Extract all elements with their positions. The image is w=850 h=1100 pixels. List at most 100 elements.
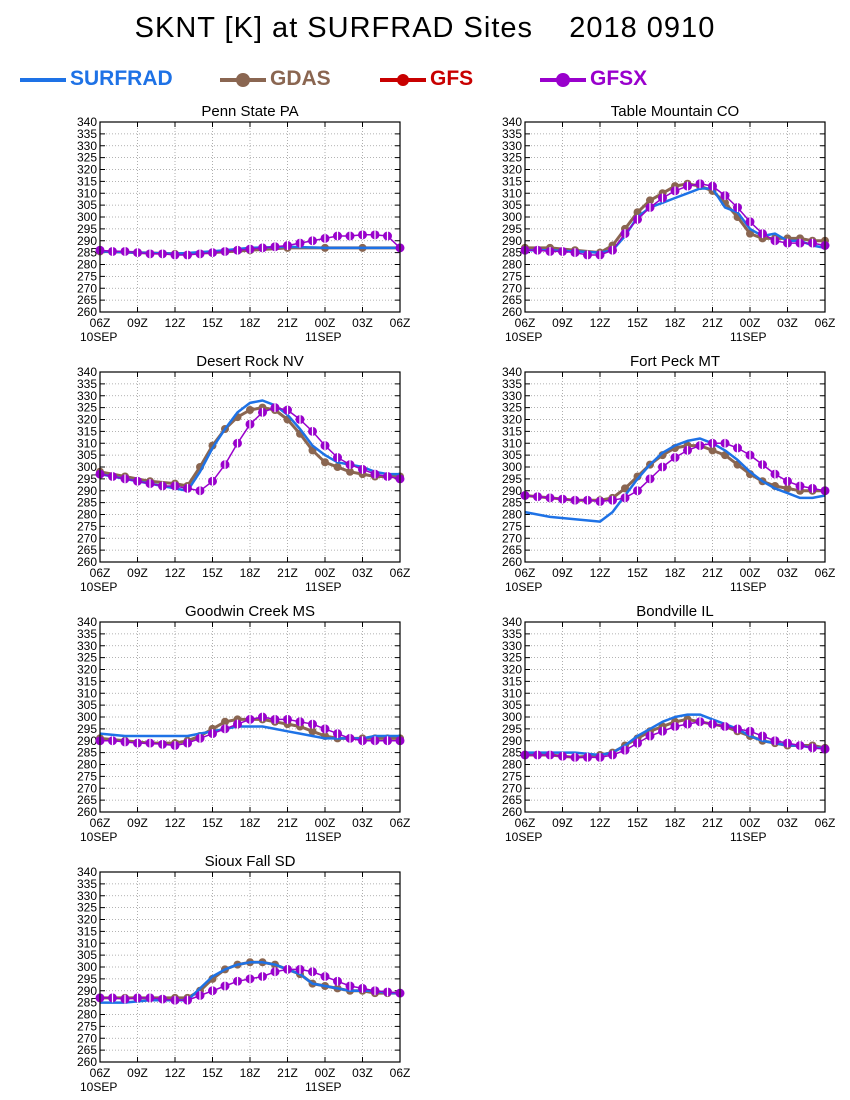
x-date-label: 10SEP	[505, 830, 542, 844]
x-tick-label: 06Z	[390, 316, 411, 330]
y-tick-label: 335	[502, 627, 522, 641]
plot-frame	[524, 621, 826, 813]
x-tick-label: 18Z	[665, 816, 686, 830]
plot-frame	[524, 371, 826, 563]
legend: SURFRAD GDAS GFS GFSX	[0, 66, 850, 94]
x-tick-label: 06Z	[815, 566, 836, 580]
y-tick-label: 285	[502, 746, 522, 760]
x-tick-label: 15Z	[627, 566, 648, 580]
x-tick-label: 06Z	[390, 1066, 411, 1080]
y-tick-label: 315	[77, 674, 97, 688]
y-tick-label: 285	[77, 746, 97, 760]
data-point-gdas	[708, 446, 717, 455]
x-tick-label: 12Z	[165, 316, 186, 330]
y-tick-label: 270	[77, 781, 97, 795]
x-tick-label: 06Z	[515, 316, 536, 330]
x-tick-label: 12Z	[590, 816, 611, 830]
x-date-label: 11SEP	[305, 580, 341, 594]
x-tick-label: 03Z	[777, 316, 798, 330]
x-tick-label: 06Z	[515, 816, 536, 830]
x-tick-label: 00Z	[315, 1066, 336, 1080]
x-tick-label: 12Z	[165, 1066, 186, 1080]
y-tick-label: 290	[77, 234, 97, 248]
y-tick-label: 310	[502, 436, 522, 450]
y-tick-label: 260	[77, 305, 97, 319]
panel-table-mountain-co: 2602652702752802852902953003053103153203…	[502, 103, 835, 344]
y-tick-label: 275	[77, 269, 97, 283]
x-tick-label: 03Z	[352, 316, 373, 330]
x-date-label: 11SEP	[305, 1080, 341, 1094]
data-point-gdas	[646, 196, 654, 205]
x-tick-label: 21Z	[277, 316, 298, 330]
y-tick-label: 340	[77, 865, 97, 879]
y-tick-label: 270	[502, 281, 522, 295]
x-tick-label: 18Z	[240, 566, 261, 580]
x-date-label: 10SEP	[80, 580, 117, 594]
x-tick-label: 06Z	[515, 566, 536, 580]
x-tick-label: 09Z	[127, 566, 148, 580]
x-date-label: 11SEP	[305, 330, 341, 344]
plot-frame	[99, 621, 401, 813]
y-tick-label: 320	[77, 913, 97, 927]
data-point-gdas	[333, 463, 342, 471]
series-line-gdas	[99, 406, 400, 488]
x-tick-label: 00Z	[315, 816, 336, 830]
y-tick-label: 270	[502, 531, 522, 545]
y-tick-label: 310	[77, 186, 97, 200]
legend-label-gfsx: GFSX	[590, 67, 648, 90]
y-tick-label: 330	[77, 639, 97, 653]
series-line-surfrad	[525, 187, 826, 254]
y-tick-label: 295	[502, 722, 522, 736]
y-tick-label: 325	[77, 651, 97, 665]
y-tick-label: 280	[502, 508, 522, 522]
y-tick-label: 270	[502, 781, 522, 795]
y-tick-label: 285	[77, 496, 97, 510]
x-tick-label: 18Z	[240, 816, 261, 830]
panel-fort-peck-mt: 2602652702752802852902953003053103153203…	[502, 353, 835, 594]
x-tick-label: 06Z	[90, 1066, 111, 1080]
y-tick-label: 305	[77, 948, 97, 962]
x-tick-label: 15Z	[627, 816, 648, 830]
panel-title: Bondville IL	[636, 603, 714, 620]
x-tick-label: 18Z	[665, 316, 686, 330]
y-tick-label: 295	[77, 972, 97, 986]
x-date-label: 11SEP	[730, 330, 766, 344]
y-tick-label: 310	[77, 686, 97, 700]
panel-sioux-fall-sd: 2602652702752802852902953003053103153203…	[77, 853, 410, 1094]
y-tick-label: 280	[77, 258, 97, 272]
plot-frame	[99, 371, 401, 563]
y-tick-label: 325	[77, 401, 97, 415]
y-tick-label: 260	[77, 1055, 97, 1069]
y-tick-label: 305	[502, 448, 522, 462]
x-tick-label: 18Z	[665, 566, 686, 580]
x-tick-label: 09Z	[127, 316, 148, 330]
y-tick-label: 325	[77, 901, 97, 915]
y-tick-label: 265	[77, 293, 97, 307]
x-tick-label: 03Z	[352, 1066, 373, 1080]
y-tick-label: 300	[77, 710, 97, 724]
y-tick-label: 295	[77, 472, 97, 486]
legend-line-surfrad	[20, 78, 66, 82]
x-tick-label: 06Z	[815, 816, 836, 830]
x-tick-label: 21Z	[702, 566, 723, 580]
y-tick-label: 305	[77, 198, 97, 212]
x-tick-label: 09Z	[127, 816, 148, 830]
panel-title: Desert Rock NV	[196, 353, 304, 370]
x-tick-label: 21Z	[702, 316, 723, 330]
y-tick-label: 335	[77, 377, 97, 391]
panel-title: Fort Peck MT	[630, 353, 720, 370]
y-tick-label: 280	[77, 758, 97, 772]
x-tick-label: 00Z	[315, 566, 336, 580]
x-date-label: 10SEP	[80, 830, 117, 844]
panel-title: Sioux Fall SD	[205, 853, 296, 870]
y-tick-label: 315	[502, 174, 522, 188]
y-tick-label: 290	[77, 734, 97, 748]
y-tick-label: 315	[502, 674, 522, 688]
y-tick-label: 320	[502, 663, 522, 677]
x-tick-label: 06Z	[815, 316, 836, 330]
x-tick-label: 12Z	[165, 566, 186, 580]
data-point-gdas	[321, 458, 329, 467]
y-tick-label: 305	[77, 448, 97, 462]
x-tick-label: 06Z	[390, 566, 411, 580]
x-tick-label: 03Z	[777, 566, 798, 580]
